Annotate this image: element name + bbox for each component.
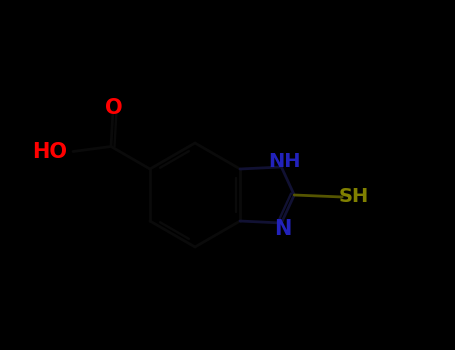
Text: SH: SH [339,187,369,205]
Text: HO: HO [32,142,67,162]
Text: N: N [274,219,291,239]
Text: NH: NH [268,152,301,170]
Text: O: O [105,98,123,118]
